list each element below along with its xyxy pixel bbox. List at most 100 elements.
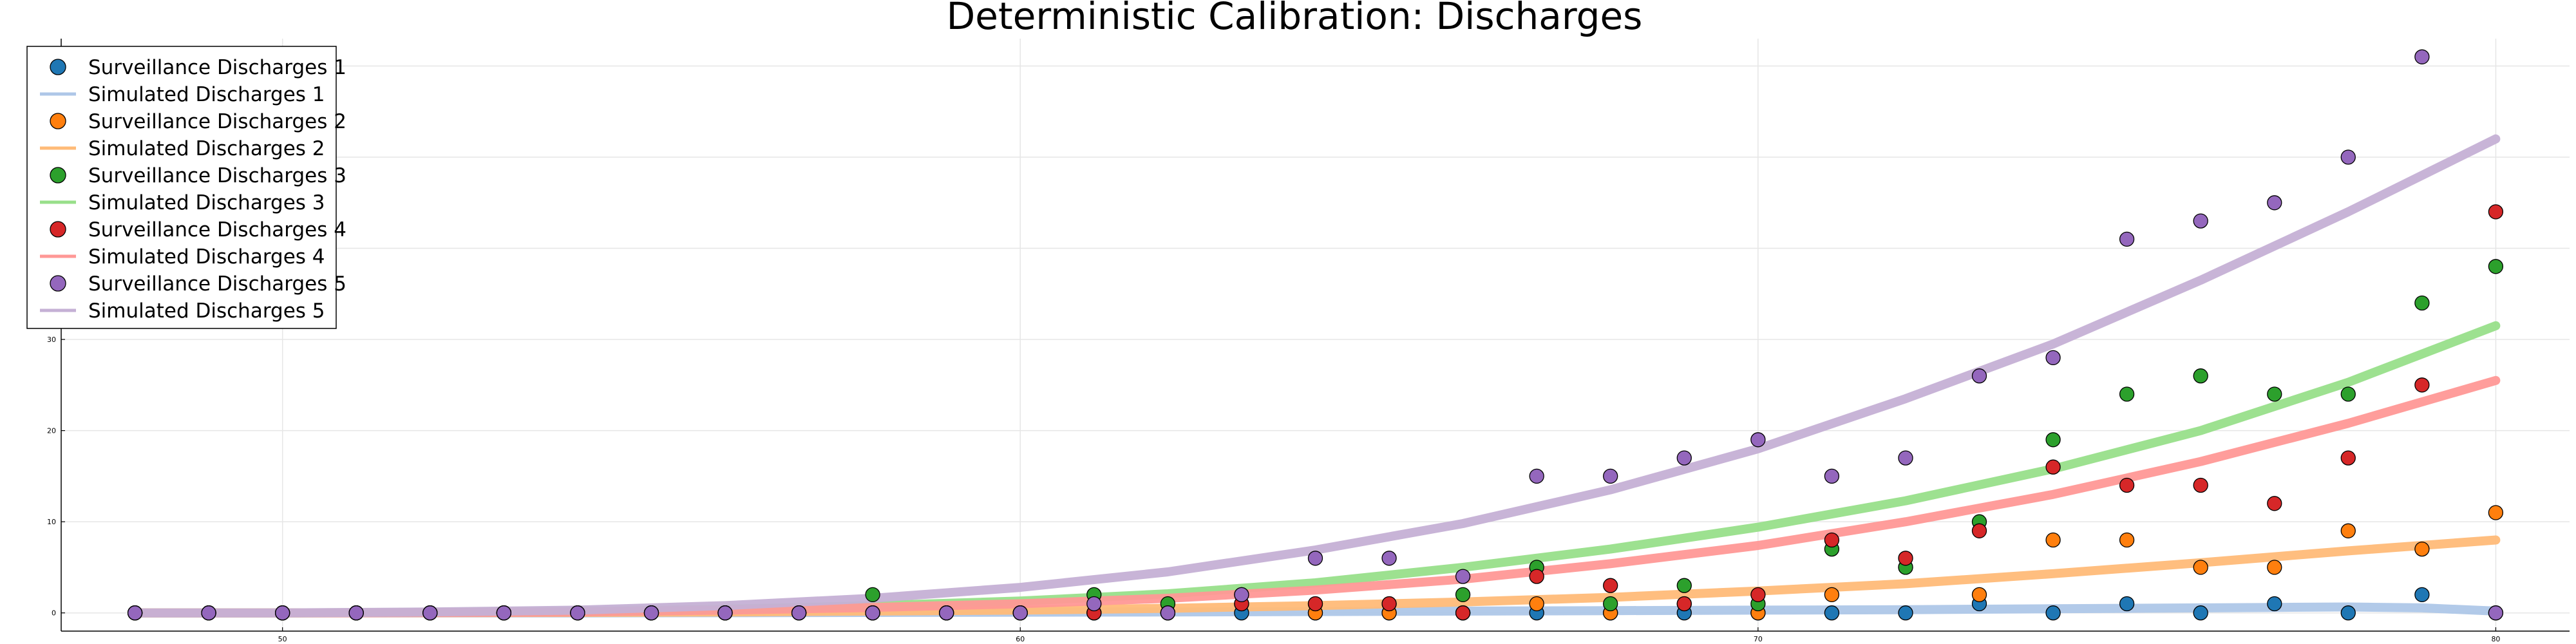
legend-box (26, 46, 337, 329)
legend: Surveillance Discharges 1 Simulated Disch… (26, 46, 346, 329)
data-point (1603, 578, 1618, 593)
data-point (1824, 587, 1840, 603)
data-point (791, 605, 807, 621)
y-tick-label: 0 (52, 609, 56, 618)
data-point (1160, 605, 1176, 621)
x-tick-label: 50 (278, 635, 287, 643)
data-point (2414, 541, 2430, 557)
data-point (1455, 605, 1471, 621)
series-line-10 (130, 134, 2501, 618)
data-point (2045, 350, 2061, 366)
grid-layer (61, 39, 2570, 631)
data-point (2340, 605, 2356, 621)
y-tick-label: 30 (47, 336, 56, 344)
data-point (422, 605, 438, 621)
data-point (1750, 432, 1766, 448)
legend-marker (50, 221, 66, 238)
data-point (1603, 468, 1618, 484)
data-point (2340, 386, 2356, 402)
data-point (865, 605, 880, 621)
legend-label: Surveillance Discharges 3 (88, 164, 346, 187)
data-point (1529, 468, 1544, 484)
data-point (1676, 596, 1692, 612)
legend-label: Surveillance Discharges 1 (88, 56, 346, 79)
data-point (1455, 587, 1471, 603)
legend-label: Simulated Discharges 2 (88, 137, 325, 160)
data-point (1603, 596, 1618, 612)
data-point (275, 605, 290, 621)
data-point (2119, 532, 2135, 548)
data-point (201, 605, 216, 621)
data-point (1307, 596, 1323, 612)
data-point (2340, 523, 2356, 538)
data-point (2267, 386, 2282, 402)
chart-title: Deterministic Calibration: Discharges (947, 0, 1643, 38)
y-tick-label: 20 (47, 427, 56, 435)
data-point (2045, 532, 2061, 548)
data-point (2119, 231, 2135, 247)
data-point (1971, 587, 1987, 603)
series-points (127, 49, 2504, 621)
data-point (2193, 605, 2208, 621)
data-point (1381, 551, 1397, 566)
data-point (496, 605, 512, 621)
data-point (2340, 149, 2356, 165)
data-point (2267, 195, 2282, 211)
data-point (1750, 587, 1766, 603)
data-point (939, 605, 954, 621)
data-point (2045, 432, 2061, 448)
data-point (1824, 605, 1840, 621)
data-point (1529, 596, 1544, 612)
x-tick-label: 70 (1754, 635, 1763, 643)
data-point (2488, 259, 2504, 274)
data-point (1971, 368, 1987, 384)
legend-marker (50, 167, 66, 184)
data-point (1381, 596, 1397, 612)
legend-label: Simulated Discharges 5 (88, 299, 325, 323)
data-point (1676, 450, 1692, 466)
y-tick-label: 10 (47, 518, 56, 526)
series-line-8 (130, 375, 2501, 618)
data-point (2488, 505, 2504, 520)
data-point (2414, 295, 2430, 311)
legend-label: Surveillance Discharges 2 (88, 110, 346, 133)
data-point (2267, 596, 2282, 612)
data-point (1086, 596, 1102, 612)
data-point (1012, 605, 1028, 621)
data-point (2193, 213, 2208, 229)
data-point (2119, 596, 2135, 612)
data-point (127, 605, 143, 621)
data-point (2045, 605, 2061, 621)
legend-marker (50, 59, 66, 75)
legend-label: Simulated Discharges 3 (88, 191, 325, 214)
data-point (2267, 560, 2282, 575)
data-point (2488, 605, 2504, 621)
legend-marker (50, 113, 66, 129)
data-point (348, 605, 364, 621)
data-point (2193, 477, 2208, 493)
data-point (2119, 477, 2135, 493)
data-point (1898, 450, 1913, 466)
data-point (2119, 386, 2135, 402)
legend-label: Simulated Discharges 1 (88, 83, 325, 106)
data-point (1898, 551, 1913, 566)
legend-label: Surveillance Discharges 4 (88, 218, 346, 242)
data-point (2267, 496, 2282, 511)
data-point (1455, 569, 1471, 584)
data-point (1676, 578, 1692, 593)
data-point (2414, 587, 2430, 603)
data-point (643, 605, 659, 621)
data-point (1234, 587, 1249, 603)
data-point (570, 605, 585, 621)
x-tick-label: 80 (2491, 635, 2500, 643)
data-point (1971, 523, 1987, 538)
data-point (2488, 204, 2504, 220)
series-lines (130, 134, 2501, 618)
x-tick-label: 60 (1016, 635, 1025, 643)
data-point (1824, 532, 1840, 548)
data-point (2340, 450, 2356, 466)
legend-label: Surveillance Discharges 5 (88, 272, 346, 296)
data-point (2414, 377, 2430, 393)
